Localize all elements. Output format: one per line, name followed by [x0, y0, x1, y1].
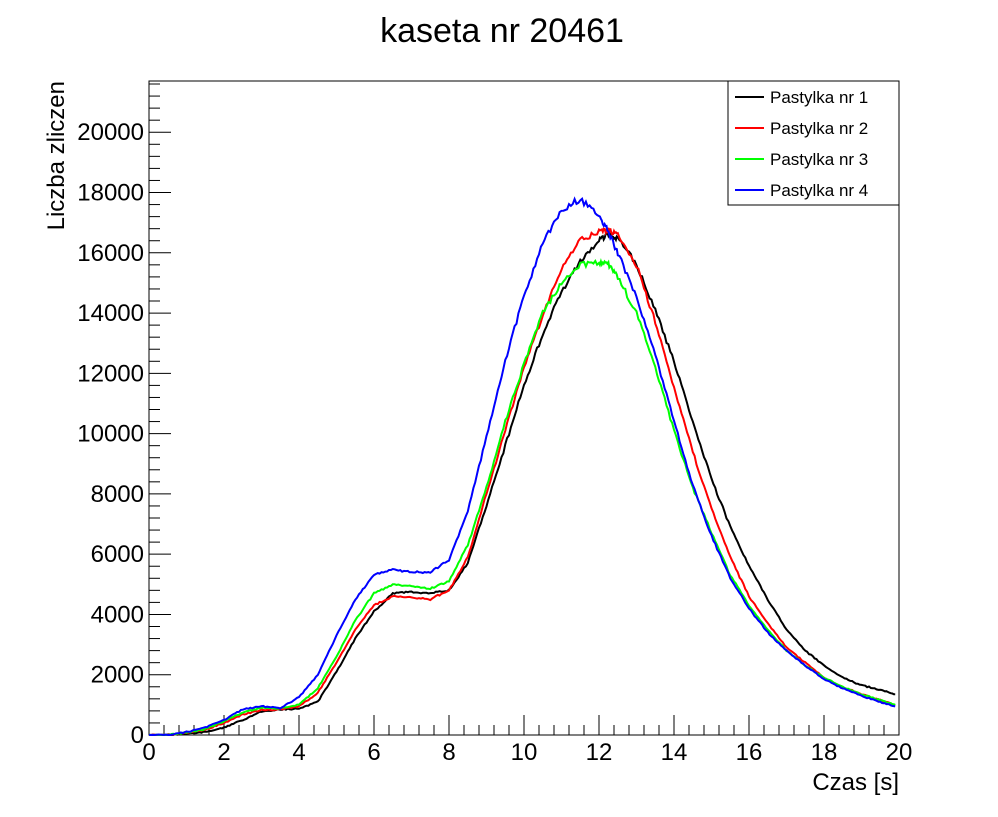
series-line [148, 196, 896, 737]
y-tick-label: 14000 [77, 300, 144, 327]
series-layer [148, 196, 896, 737]
y-axis-label: Liczba zliczen [43, 81, 70, 230]
x-tick-label: 10 [511, 739, 538, 766]
x-tick-label: 12 [586, 739, 613, 766]
y-tick-label: 6000 [91, 541, 144, 568]
chart-title: kaseta nr 20461 [380, 12, 624, 50]
x-tick-label: 4 [292, 739, 305, 766]
x-tick-label: 0 [142, 739, 155, 766]
y-tick-label: 4000 [91, 601, 144, 628]
x-tick-label: 14 [661, 739, 688, 766]
x-tick-label: 16 [736, 739, 763, 766]
legend-label: Pastylka nr 4 [770, 181, 868, 200]
y-tick-label: 12000 [77, 360, 144, 387]
x-tick-label: 2 [217, 739, 230, 766]
y-tick-label: 20000 [77, 119, 144, 146]
y-tick-label: 16000 [77, 240, 144, 267]
y-tick-label: 0 [131, 722, 144, 749]
y-tick-label: 18000 [77, 180, 144, 207]
legend-label: Pastylka nr 3 [770, 150, 868, 169]
legend: Pastylka nr 1 Pastylka nr 2 Pastylka nr 3 P… [727, 80, 900, 206]
x-tick-label: 18 [811, 739, 838, 766]
x-tick-label: 6 [367, 739, 380, 766]
legend-label: Pastylka nr 1 [770, 88, 868, 107]
x-tick-label: 20 [886, 739, 913, 766]
y-tick-label: 2000 [91, 662, 144, 689]
legend-label: Pastylka nr 2 [770, 119, 868, 138]
legend-box [727, 80, 900, 206]
x-tick-label: 8 [442, 739, 455, 766]
y-tick-label: 8000 [91, 481, 144, 508]
axis-ticks: 0 2 4 6 8 10 12 14 16 18 20 0 2000 4000 6000 8000 10000 1… [77, 83, 913, 766]
y-tick-label: 10000 [77, 421, 144, 448]
x-axis-label: Czas [s] [812, 769, 899, 796]
